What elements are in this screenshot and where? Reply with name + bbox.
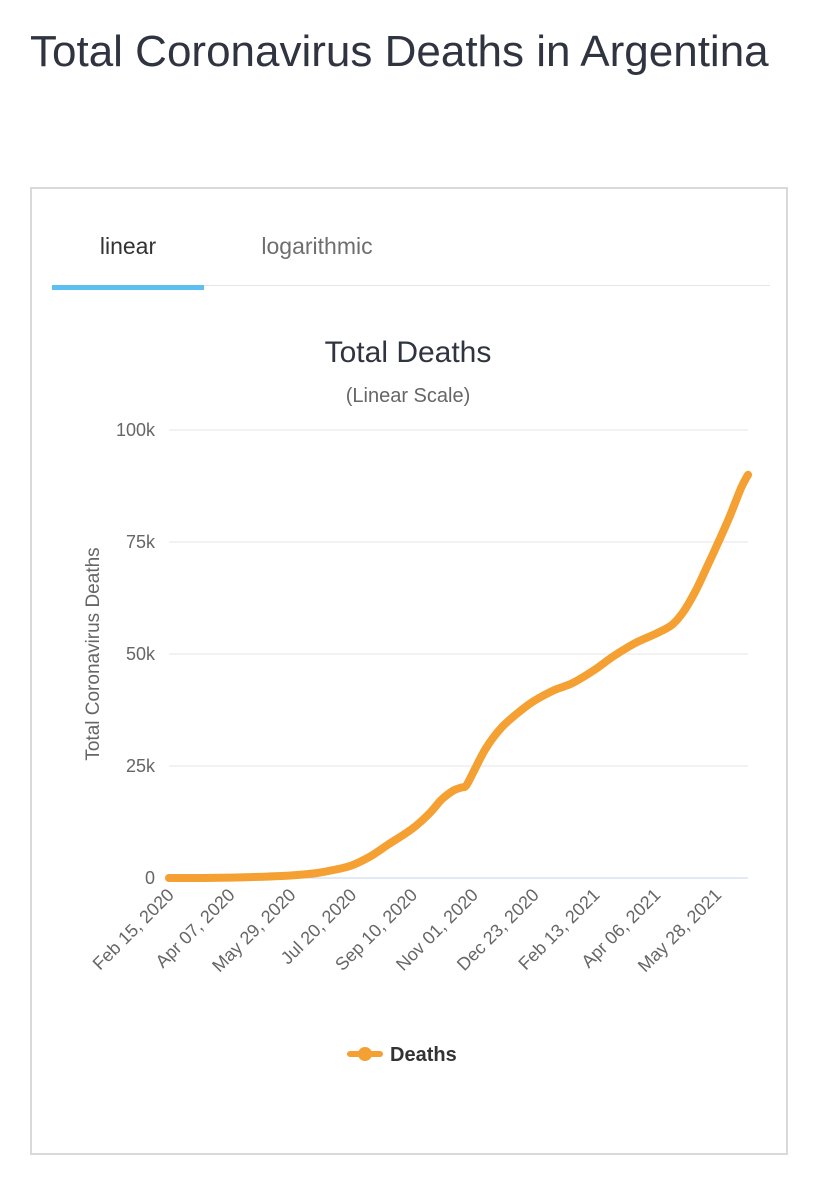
page-title: Total Coronavirus Deaths in Argentina xyxy=(30,27,769,76)
y-axis-label: Total Coronavirus Deaths xyxy=(83,547,104,760)
series-line-deaths xyxy=(165,470,752,883)
y-tick-label: 75k xyxy=(126,532,156,552)
legend-label-deaths: Deaths xyxy=(390,1044,457,1066)
y-tick-label: 25k xyxy=(126,756,156,776)
legend[interactable]: Deaths xyxy=(347,1044,457,1066)
tab-logarithmic[interactable]: logarithmic xyxy=(261,233,373,259)
tab-linear[interactable]: linear xyxy=(99,233,157,259)
active-tab-indicator xyxy=(52,285,204,290)
y-tick-label: 100k xyxy=(116,420,156,440)
legend-marker-deaths xyxy=(358,1047,372,1061)
y-tick-label: 0 xyxy=(145,868,155,888)
chart-subtitle: (Linear Scale) xyxy=(346,385,471,407)
chart-title: Total Deaths xyxy=(325,336,492,369)
scale-tabs: linear logarithmic xyxy=(52,189,770,286)
chart-svg: Total Deaths (Linear Scale) 0 25k 50k 75k 10… xyxy=(83,336,752,1066)
y-tick-label: 50k xyxy=(126,644,156,664)
chart-card: linear logarithmic Total Deaths (Linear … xyxy=(30,187,788,1155)
